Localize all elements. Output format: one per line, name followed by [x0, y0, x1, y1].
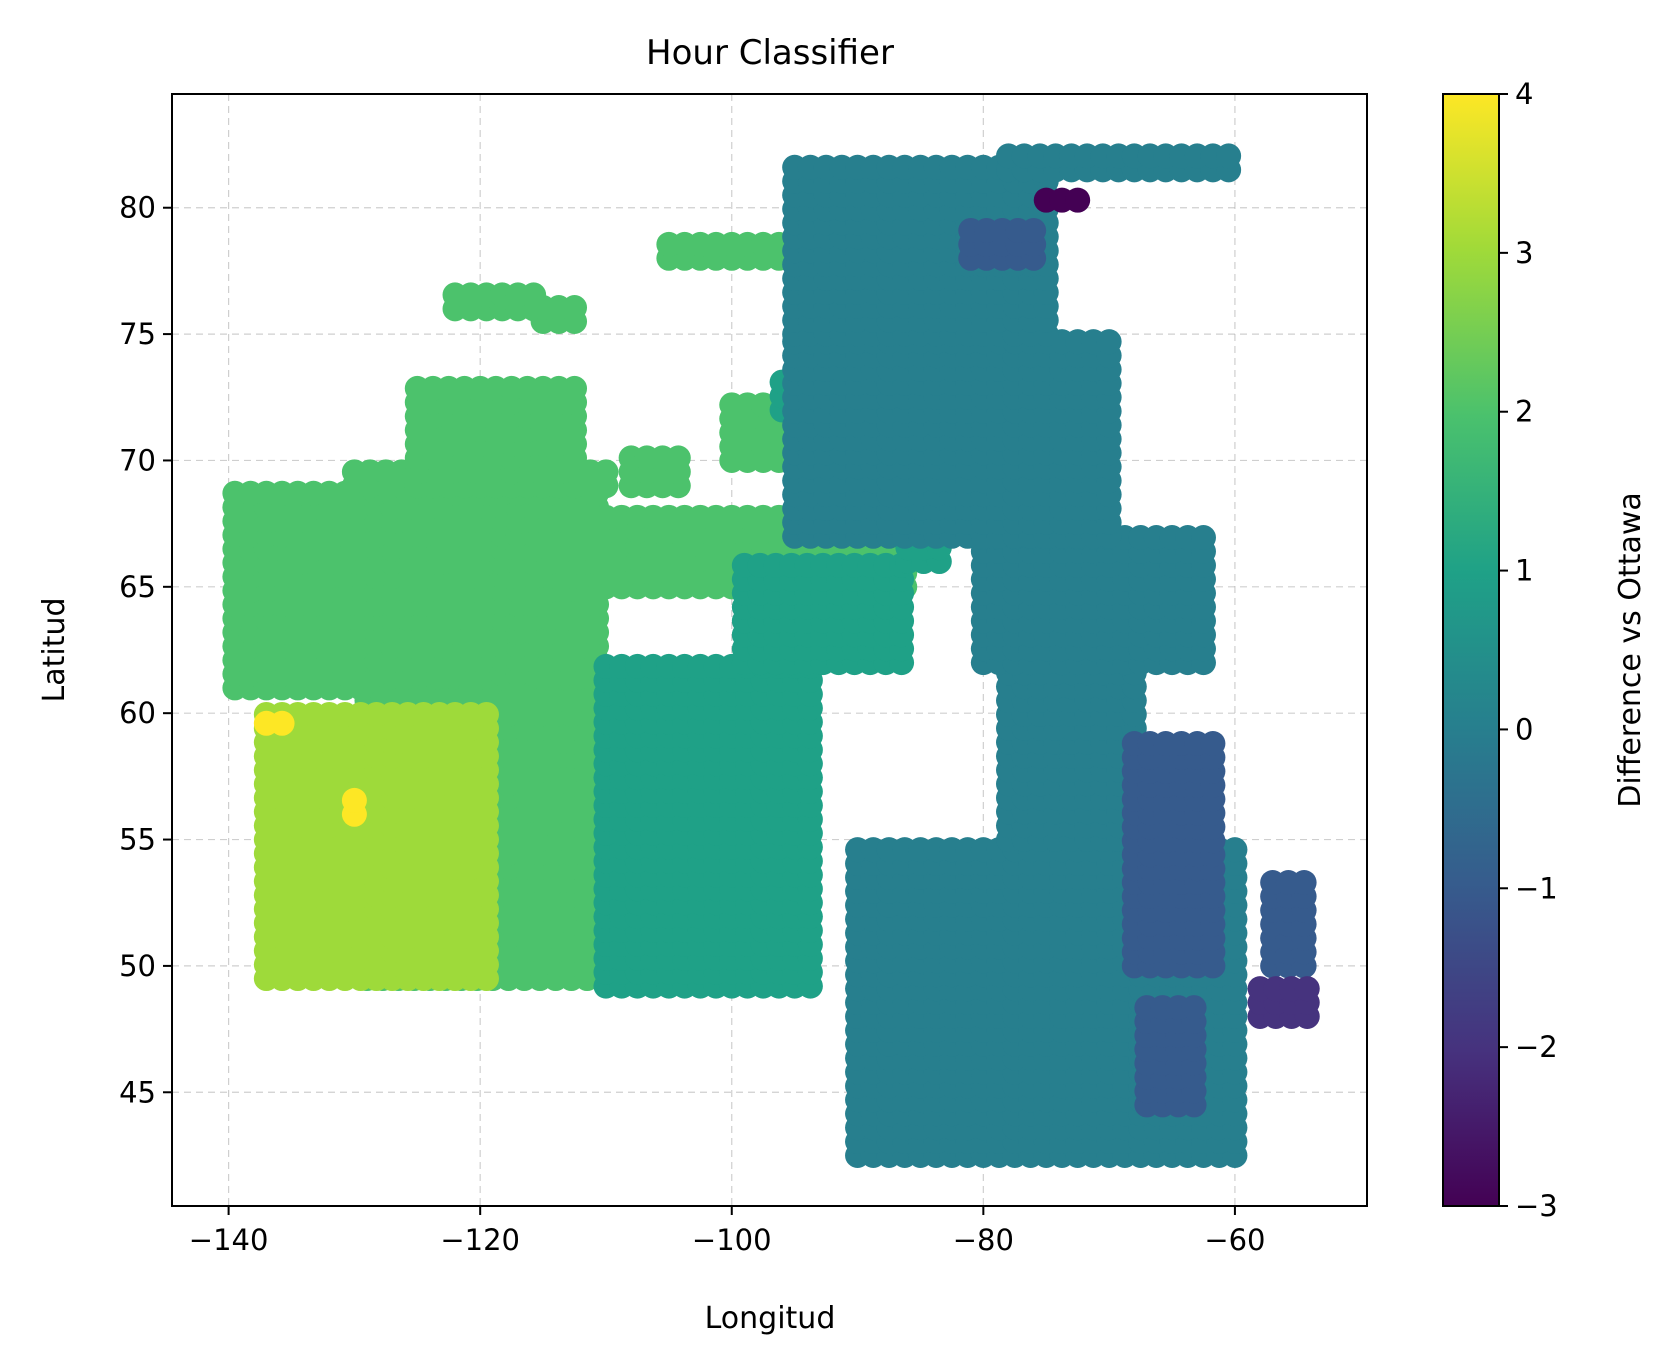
y-tick-label: 45	[119, 1075, 156, 1109]
x-axis-ticks: −140 −120 −100 −80 −60	[189, 1206, 1266, 1257]
scatter-point	[1294, 976, 1320, 1002]
colorbar-ticks: 4 3 2 1 0 −1 −2 −3	[1499, 77, 1558, 1223]
scatter-point	[1181, 995, 1207, 1021]
scatter-point	[665, 445, 691, 471]
y-axis-ticks: 45 50 55 60 65 70 75 80	[119, 191, 172, 1109]
y-tick-label: 55	[119, 823, 156, 857]
scatter-point	[1065, 187, 1091, 213]
scatter-point	[1216, 143, 1242, 169]
colorbar-tick-label: 4	[1515, 77, 1533, 111]
x-tick-label: −140	[189, 1223, 269, 1257]
x-tick-label: −60	[1204, 1223, 1265, 1257]
scatter-point	[473, 701, 499, 727]
scatter-point	[562, 375, 588, 401]
colorbar-tick-label: −1	[1515, 871, 1558, 905]
colorbar-tick-label: −2	[1515, 1030, 1558, 1064]
scatter-point	[1021, 217, 1047, 243]
scatter-point	[1222, 837, 1248, 863]
plot-frame	[171, 93, 1368, 1207]
colorbar-tick-label: −3	[1515, 1189, 1558, 1223]
scatter-point	[341, 787, 367, 813]
scatter-point	[1190, 525, 1216, 551]
x-tick-label: −120	[440, 1223, 520, 1257]
y-tick-label: 65	[119, 570, 156, 604]
x-tick-label: −80	[953, 1223, 1014, 1257]
scatter-point	[310, 864, 336, 890]
colorbar-label: Difference vs Ottawa	[1613, 492, 1648, 808]
chart-title: Hour Classifier	[646, 33, 894, 73]
colorbar-tick-label: 0	[1515, 712, 1533, 746]
colorbar-tick-label: 2	[1515, 395, 1533, 429]
colorbar	[1442, 93, 1500, 1207]
x-tick-label: −100	[692, 1223, 772, 1257]
scatter-point	[562, 295, 588, 321]
scatter-points	[222, 143, 1320, 1168]
scatter-point	[1200, 731, 1226, 757]
x-axis-label: Longitud	[705, 1301, 836, 1336]
y-axis-label: Latitud	[37, 597, 72, 702]
y-tick-label: 75	[119, 317, 156, 351]
scatter-point	[269, 710, 295, 736]
colorbar-tick-label: 1	[1515, 554, 1533, 588]
y-tick-label: 80	[119, 191, 156, 225]
scatter-point	[1291, 870, 1317, 896]
y-tick-label: 60	[119, 696, 156, 730]
scatter-point	[1096, 329, 1122, 355]
colorbar-tick-label: 3	[1515, 236, 1533, 270]
scatter-point	[593, 459, 619, 485]
y-tick-label: 70	[119, 443, 156, 477]
y-tick-label: 50	[119, 949, 156, 983]
